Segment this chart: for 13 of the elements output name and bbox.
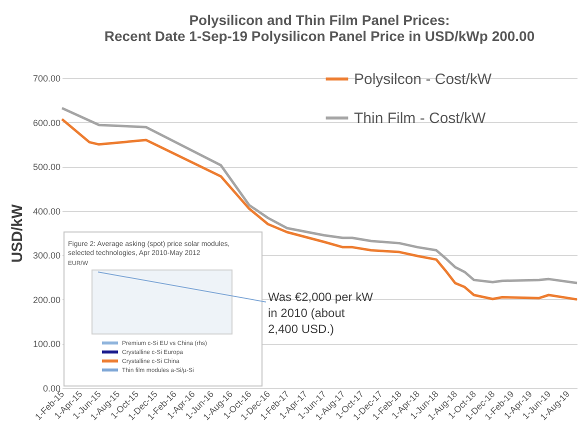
y-tick-label: 0.00 (42, 384, 60, 394)
y-tick-label: 600.00 (32, 118, 60, 128)
y-tick-label: 200.00 (32, 294, 60, 305)
y-tick-label: 300.00 (32, 250, 60, 261)
annotation: Was €2,000 per kW in 2010 (about 2,400 USD.) (268, 290, 374, 336)
chart-title: Polysilicon and Thin Film Panel Prices: Recent Date 1-Sep-19 Polysilicon Panel Price in USD/kWp 200.00 (104, 12, 535, 44)
y-tick-label: 100.00 (32, 339, 60, 350)
y-tick-label: 400.00 (32, 206, 60, 216)
legend-label: Thin Film - Cost/kW (354, 110, 487, 127)
y-tick-label: 500.00 (32, 162, 60, 172)
y-tick-label: 700.00 (32, 74, 60, 84)
legend-label: Polysilcon - Cost/kW (354, 71, 492, 88)
y-axis-title: USD/kW (8, 203, 26, 263)
